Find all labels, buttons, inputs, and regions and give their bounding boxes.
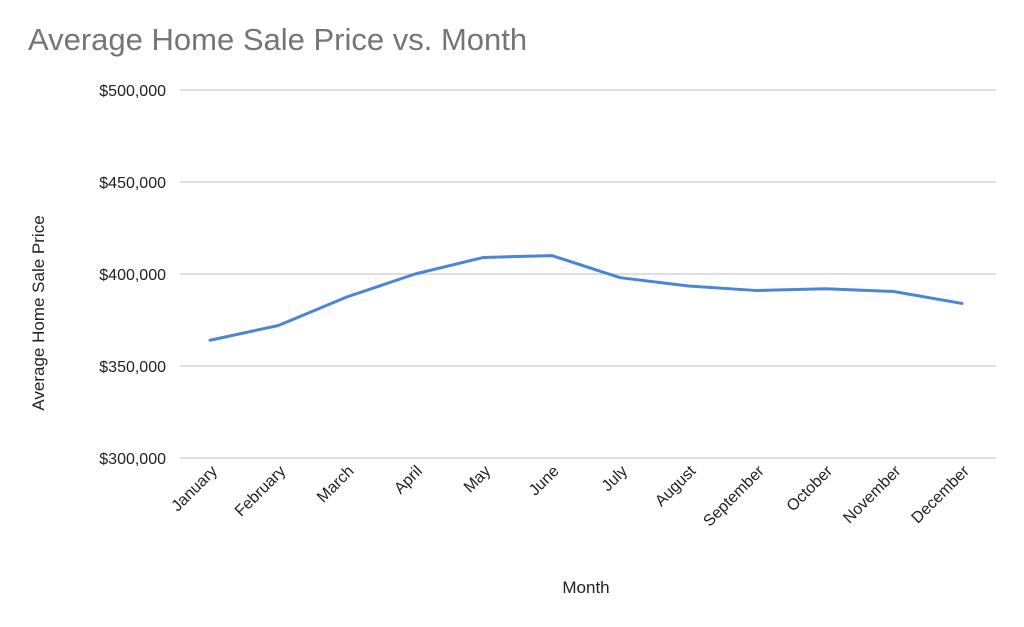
- x-tick-label: February: [232, 463, 289, 520]
- y-tick-label: $500,000: [99, 83, 166, 100]
- x-axis-label: Month: [562, 578, 609, 597]
- y-tick-label: $300,000: [99, 451, 166, 468]
- y-tick-label: $350,000: [99, 359, 166, 376]
- x-tick-label: September: [700, 462, 768, 530]
- x-tick-label: December: [909, 462, 974, 527]
- x-tick-label: April: [391, 463, 426, 498]
- x-tick-label: January: [169, 463, 221, 515]
- x-tick-label: June: [526, 463, 563, 500]
- gridlines: [180, 89, 996, 459]
- x-tick-label: November: [840, 462, 905, 527]
- y-axis-label: Average Home Sale Price: [29, 215, 48, 410]
- y-tick-label: $400,000: [99, 267, 166, 284]
- y-axis-ticks: $300,000 $350,000 $400,000 $450,000 $500,000: [99, 83, 166, 468]
- x-tick-label: March: [314, 463, 357, 506]
- x-tick-label: July: [599, 463, 631, 495]
- x-axis-ticks: January February March April May June July Augu…: [169, 462, 974, 530]
- x-tick-label: May: [461, 463, 494, 496]
- series-line: [208, 254, 964, 342]
- y-tick-label: $450,000: [99, 175, 166, 192]
- x-tick-label: August: [652, 462, 700, 510]
- chart-title: Average Home Sale Price vs. Month: [28, 22, 528, 57]
- x-tick-label: October: [784, 462, 837, 515]
